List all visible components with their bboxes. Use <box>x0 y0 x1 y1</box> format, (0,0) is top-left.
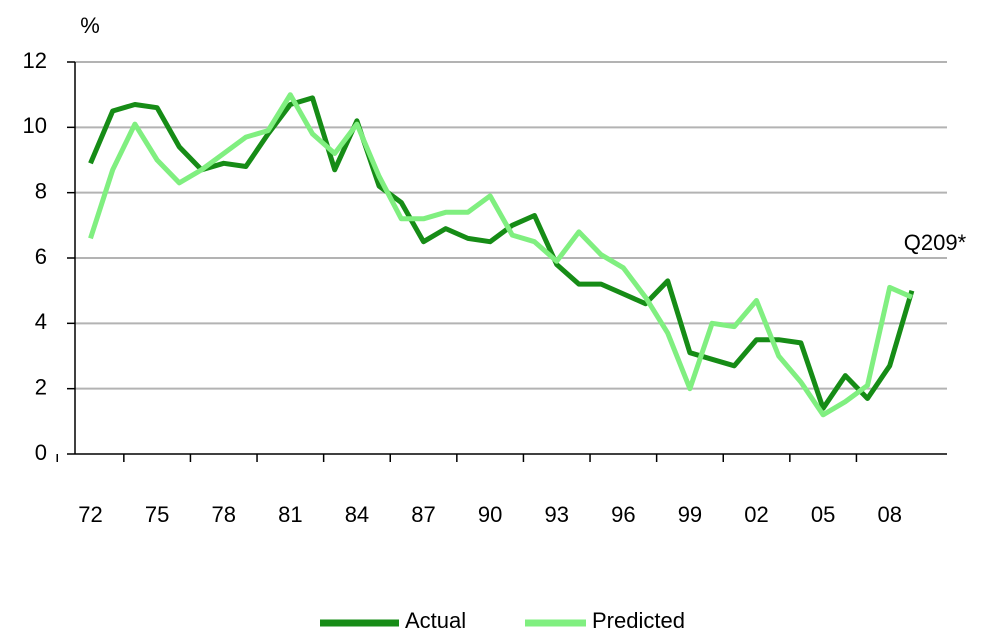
x-tick-label: 05 <box>811 502 835 527</box>
x-tick-label: 99 <box>678 502 702 527</box>
annotation: Q209* <box>904 230 967 255</box>
legend-label: Predicted <box>592 608 685 633</box>
x-tick-label: 75 <box>145 502 169 527</box>
x-tick-label: 84 <box>345 502 369 527</box>
x-tick-label: 87 <box>411 502 435 527</box>
y-tick-label: 10 <box>23 113 47 138</box>
series-line <box>88 95 915 411</box>
y-tick-label: 0 <box>35 440 47 465</box>
y-tick-label: 6 <box>35 244 47 269</box>
x-tick-label: 96 <box>611 502 635 527</box>
x-tick-label: 08 <box>877 502 901 527</box>
y-axis-label: % <box>80 13 100 38</box>
y-tick-label: 8 <box>35 178 47 203</box>
y-tick-label: 2 <box>35 374 47 399</box>
x-tick-label: 93 <box>544 502 568 527</box>
x-tick-label: 78 <box>211 502 235 527</box>
x-tick-label: 02 <box>744 502 768 527</box>
series-line <box>88 92 913 418</box>
x-tick-label: 81 <box>278 502 302 527</box>
x-tick-label: 72 <box>78 502 102 527</box>
x-tick-label: 90 <box>478 502 502 527</box>
y-tick-label: 4 <box>35 309 47 334</box>
y-tick-label: 12 <box>23 48 47 73</box>
legend-label: Actual <box>405 608 466 633</box>
